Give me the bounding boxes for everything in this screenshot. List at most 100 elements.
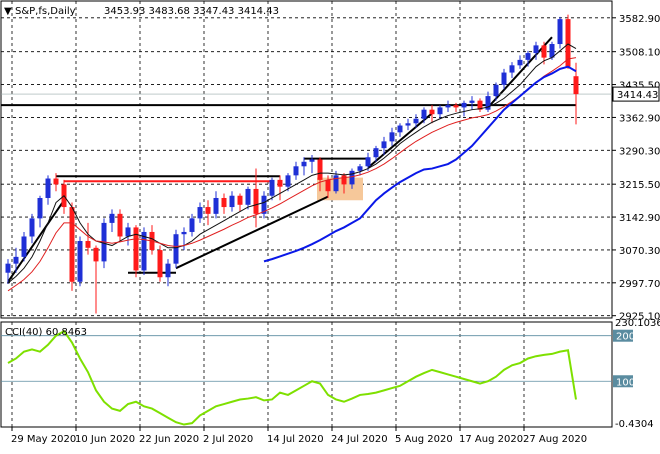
bear-candle: [429, 109, 435, 115]
bull-candle: [509, 65, 515, 73]
bear-candle: [325, 179, 331, 192]
bull-candle: [373, 148, 379, 158]
price-header: ▼ S&P,fs,Daily 3453.93 3483.68 3347.43 3…: [4, 6, 279, 17]
bear-candle: [85, 241, 91, 248]
trend-line: [367, 112, 433, 169]
bear-candle: [277, 179, 283, 187]
bull-candle: [285, 175, 291, 187]
last-price-box: [612, 86, 660, 102]
y-tick-label: 3290.30: [619, 146, 660, 157]
bull-candle: [45, 178, 51, 198]
bull-candle: [501, 72, 507, 85]
bull-candle: [493, 84, 499, 97]
x-tick-label: 5 Aug 2020: [395, 434, 453, 445]
bear-candle: [565, 19, 571, 67]
chart-ohlc: 3453.93 3483.68 3347.43 3414.43: [104, 6, 279, 17]
bull-candle: [261, 195, 267, 214]
bull-candle: [141, 231, 147, 271]
trend-line: [7, 199, 65, 283]
bull-candle: [389, 132, 395, 142]
cci-panel-frame: [0, 321, 613, 428]
y-tick-label: 3070.30: [619, 246, 660, 257]
trend-line: [487, 36, 553, 109]
y-tick-label: 2925.10: [619, 312, 660, 323]
x-tick-label: 27 Aug 2020: [523, 434, 587, 445]
bear-candle: [253, 188, 259, 214]
bear-candle: [205, 207, 211, 214]
bear-candle: [317, 159, 323, 180]
cci-y-tick-label: 200: [616, 332, 635, 343]
y-tick-label: 3142.90: [619, 213, 660, 224]
bull-candle: [445, 105, 451, 108]
ma-fast-line: [7, 43, 577, 284]
bull-candle: [301, 161, 307, 167]
cci-level-badge: [613, 329, 633, 342]
bear-candle: [69, 207, 75, 282]
cci-level-badge: [613, 375, 633, 388]
bull-candle: [357, 166, 363, 171]
grid-layer: [1, 1, 612, 427]
cci-line: [7, 329, 577, 426]
bull-candle: [21, 236, 27, 257]
y-tick-label: 3582.90: [619, 14, 660, 25]
bull-candle: [437, 107, 443, 115]
bull-candle: [29, 218, 35, 237]
bull-candle: [173, 234, 179, 264]
bull-candle: [77, 241, 83, 282]
bear-candle: [133, 227, 139, 271]
bull-candle: [13, 256, 19, 264]
bull-candle: [397, 125, 403, 133]
chart-symbol-triangle-icon: ▼: [4, 6, 12, 17]
bull-candle: [293, 166, 299, 176]
bear-candle: [221, 197, 227, 208]
bull-candle: [461, 102, 467, 108]
bull-candle: [549, 44, 555, 58]
bull-candle: [333, 175, 339, 192]
bull-candle: [269, 179, 275, 196]
bull-candle: [181, 231, 187, 235]
bull-candle: [349, 170, 355, 185]
bear-candle: [453, 105, 459, 108]
bear-candle: [541, 45, 547, 58]
cci-y-tick-label: 100: [616, 377, 635, 388]
y-tick-label: 3435.50: [619, 81, 660, 92]
bear-candle: [341, 175, 347, 185]
x-tick-label: 2 Jul 2020: [203, 434, 253, 445]
bear-candle: [117, 213, 123, 237]
bear-candle: [93, 247, 99, 262]
last-price-label: 3414.43: [617, 90, 658, 101]
bear-candle: [573, 76, 579, 95]
x-tick-label: 22 Jun 2020: [139, 434, 199, 445]
bull-candle: [533, 45, 539, 54]
bull-candle: [557, 19, 563, 45]
y-tick-label: 3508.10: [619, 48, 660, 59]
trend-line: [175, 195, 329, 270]
y-tick-label: 3362.90: [619, 113, 660, 124]
bull-candle: [517, 59, 523, 66]
cci-y-tick-label: 230.1036: [615, 318, 660, 329]
bull-candle: [365, 157, 371, 167]
cci-y-tick-label: -0.4304: [615, 419, 654, 430]
bull-candle: [165, 263, 171, 278]
bull-candle: [189, 218, 195, 232]
chart-symbol: S&P,fs,Daily: [15, 6, 76, 17]
bull-candle: [421, 109, 427, 119]
ma-layer: [7, 43, 577, 292]
cci-layer: [1, 329, 612, 426]
bull-candle: [125, 227, 131, 237]
bull-candle: [469, 100, 475, 103]
x-tick-label: 17 Aug 2020: [459, 434, 523, 445]
ma-slow-line: [263, 65, 577, 263]
bear-candle: [157, 250, 163, 278]
bull-candle: [405, 123, 411, 126]
bull-candle: [413, 118, 419, 124]
ma-mid-line: [7, 57, 577, 292]
bull-candle: [5, 263, 11, 273]
x-tick-label: 29 May 2020: [11, 434, 76, 445]
bull-candle: [485, 96, 491, 110]
bull-candle: [109, 213, 115, 223]
y-tick-label: 3215.50: [619, 180, 660, 191]
